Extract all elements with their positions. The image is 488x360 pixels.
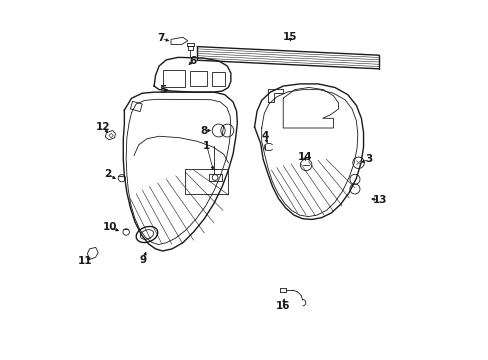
Text: 13: 13 xyxy=(372,195,386,205)
Text: 9: 9 xyxy=(140,255,146,265)
Text: 11: 11 xyxy=(78,256,92,266)
Text: 6: 6 xyxy=(189,56,196,66)
Text: 4: 4 xyxy=(261,131,268,141)
Bar xyxy=(211,72,224,86)
Text: 3: 3 xyxy=(365,154,372,164)
Text: 14: 14 xyxy=(297,152,311,162)
Text: 10: 10 xyxy=(102,222,117,232)
Bar xyxy=(163,70,184,87)
Text: 16: 16 xyxy=(275,301,290,311)
Text: 7: 7 xyxy=(157,33,164,43)
Text: 2: 2 xyxy=(103,168,111,179)
Text: 12: 12 xyxy=(95,122,110,132)
Bar xyxy=(130,102,142,112)
Text: 8: 8 xyxy=(200,126,207,135)
Bar xyxy=(190,71,207,86)
Text: 15: 15 xyxy=(283,32,297,42)
Text: 5: 5 xyxy=(159,85,165,95)
Text: 1: 1 xyxy=(203,141,210,151)
Bar xyxy=(185,169,227,194)
